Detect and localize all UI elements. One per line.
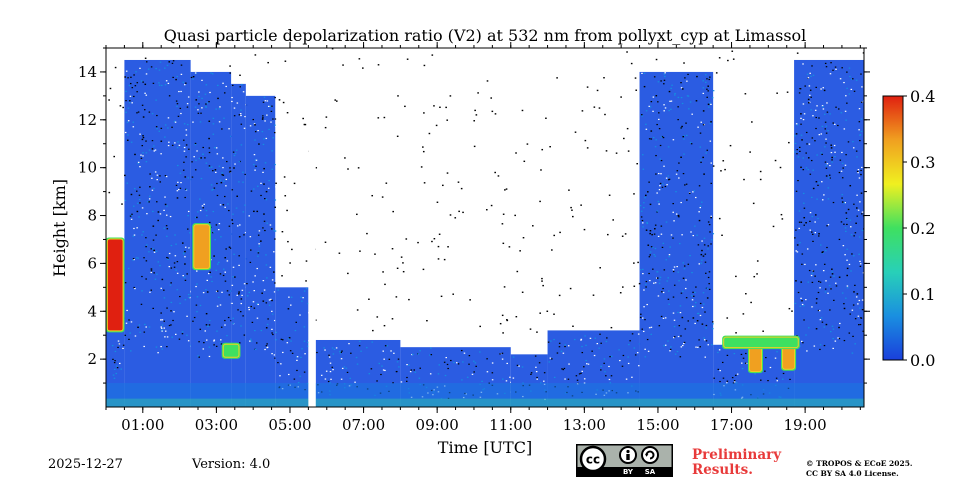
badge-by-label: BY xyxy=(623,468,634,476)
x-tick-label-7: 15:00 xyxy=(636,416,679,434)
x-tick-label-2: 05:00 xyxy=(268,416,311,434)
y-tick-label-3: 8 xyxy=(87,207,97,225)
y-tick-label-0: 2 xyxy=(87,350,97,368)
x-axis: 01:00 03:00 05:00 07:00 09:00 11:00 13:00 15:00… xyxy=(105,42,861,434)
colorbar-tick-label-2: 0.2 xyxy=(910,219,935,238)
preliminary-line-2: Results. xyxy=(692,462,753,478)
signal-column-10 xyxy=(639,71,714,407)
preliminary-line-1: Preliminary xyxy=(692,447,782,463)
x-tick-label-5: 11:00 xyxy=(489,416,532,434)
surface-layer-band xyxy=(106,398,864,407)
badge-sa-label: SA xyxy=(645,468,656,476)
x-tick-label-6: 13:00 xyxy=(563,416,606,434)
chart-title: Quasi particle depolarization ratio (V2)… xyxy=(164,26,807,45)
colorbar-tick-label-3: 0.3 xyxy=(910,153,935,172)
y-tick-label-6: 14 xyxy=(78,63,97,81)
signal-column-4 xyxy=(245,95,276,407)
x-tick-label-3: 07:00 xyxy=(342,416,385,434)
license-line-2: CC BY SA 4.0 License. xyxy=(806,469,899,478)
license-line-1: © TROPOS & ECoE 2025. xyxy=(806,459,913,468)
cc-icon xyxy=(579,445,607,473)
cc-license-badge: cc BY SA xyxy=(576,444,673,477)
y-tick-label-4: 10 xyxy=(78,159,97,177)
high-depol-feature-5 xyxy=(223,344,239,357)
x-axis-label: Time [UTC] xyxy=(438,438,532,457)
colorbar-tick-label-4: 0.4 xyxy=(910,87,935,106)
preliminary-results-note: Preliminary Results. xyxy=(692,448,781,478)
colorbar-tick-label-1: 0.1 xyxy=(910,285,935,304)
plot-area xyxy=(106,48,864,407)
high-depol-feature-0 xyxy=(107,239,123,331)
x-tick-label-4: 09:00 xyxy=(416,416,459,434)
colorbar-tick-label-0: 0.0 xyxy=(910,351,935,370)
share-alike-icon xyxy=(641,446,659,464)
high-depol-feature-4 xyxy=(724,337,798,348)
boundary-layer-band xyxy=(106,383,864,407)
x-tick-label-1: 03:00 xyxy=(195,416,238,434)
y-axis-label: Height [km] xyxy=(50,179,69,277)
x-tick-label-0: 01:00 xyxy=(121,416,164,434)
y-axis: 2 4 6 8 10 12 14 xyxy=(78,47,870,384)
x-tick-label-8: 17:00 xyxy=(710,416,753,434)
signal-column-12 xyxy=(794,59,864,407)
y-tick-label-1: 4 xyxy=(87,302,97,320)
signal-column-1 xyxy=(124,59,191,407)
high-depol-feature-1 xyxy=(194,225,210,269)
date-label: 2025-12-27 xyxy=(48,457,123,472)
y-tick-label-5: 12 xyxy=(78,111,97,129)
data-gap xyxy=(308,48,316,407)
colorbar: 0.0 0.1 0.2 0.3 0.4 xyxy=(882,87,935,370)
signal-column-3 xyxy=(231,83,246,407)
x-tick-label-9: 19:00 xyxy=(784,416,827,434)
svg-text:cc: cc xyxy=(586,453,600,467)
version-label: Version: 4.0 xyxy=(192,457,271,472)
y-tick-label-2: 6 xyxy=(87,254,97,272)
colorbar-gradient xyxy=(882,95,904,361)
plot-frame xyxy=(105,47,865,408)
license-text: © TROPOS & ECoE 2025. CC BY SA 4.0 Licen… xyxy=(806,459,913,479)
